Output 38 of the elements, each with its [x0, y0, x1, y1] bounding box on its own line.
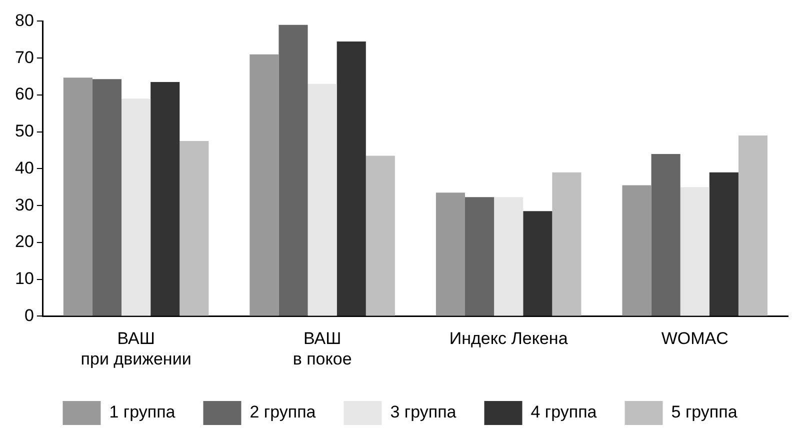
bar [709, 172, 738, 316]
bar [308, 84, 337, 316]
y-tick-label: 80 [14, 10, 34, 30]
x-tick-label: Индекс Лекена [449, 329, 568, 348]
legend-label: 4 группа [530, 402, 598, 422]
bar [92, 79, 122, 316]
bar [366, 156, 395, 316]
x-tick-label: WOMAC [661, 329, 728, 348]
y-tick-label: 60 [14, 84, 34, 104]
bar [465, 197, 494, 316]
y-tick-label: 0 [24, 306, 34, 325]
bar [122, 98, 151, 316]
y-tick-label: 50 [14, 122, 34, 141]
bar [738, 136, 768, 316]
bar [63, 78, 92, 316]
legend-label: 3 группа [390, 402, 457, 422]
bar [622, 185, 652, 316]
bar [494, 197, 524, 316]
bar [552, 172, 582, 316]
bar [150, 82, 180, 316]
bar [436, 192, 466, 316]
y-tick-label: 70 [14, 48, 34, 67]
y-tick-label: 30 [14, 195, 34, 214]
bar [250, 54, 279, 316]
legend-label: 2 группа [250, 402, 316, 422]
bar [651, 154, 680, 316]
bar [278, 24, 308, 316]
bar [180, 141, 209, 316]
x-tick-label: ВАШ при движении [80, 329, 192, 368]
legend-label: 1 группа [109, 402, 176, 422]
bar [523, 211, 552, 316]
bar [680, 187, 710, 316]
legend-label: 5 группа [671, 402, 738, 422]
y-tick-label: 20 [14, 232, 34, 252]
y-tick-label: 40 [14, 158, 34, 178]
x-tick-label: ВАШ в покое [292, 329, 352, 368]
bar [336, 41, 366, 316]
y-tick-label: 10 [14, 269, 34, 288]
